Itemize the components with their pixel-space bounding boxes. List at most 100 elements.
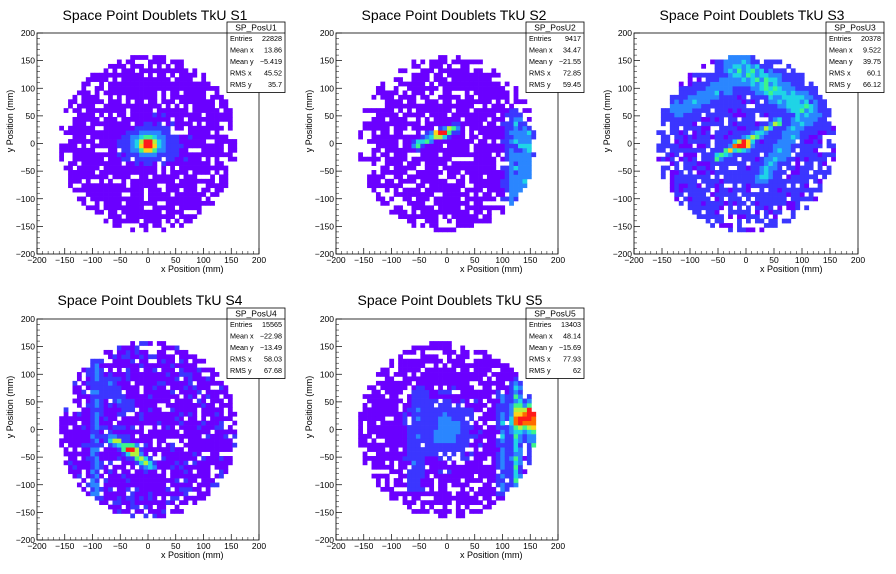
heatmap-bin — [513, 178, 519, 184]
heatmap-bin — [161, 425, 167, 430]
heatmap-bin — [768, 143, 774, 149]
heatmap-bin — [411, 394, 417, 399]
heatmap-bin — [148, 442, 153, 448]
heatmap-bin — [187, 174, 193, 180]
heatmap-bin — [179, 121, 184, 127]
heatmap-bin — [424, 398, 430, 404]
heatmap-bin — [478, 139, 483, 144]
heatmap-bin — [358, 442, 363, 448]
heatmap-bin — [108, 187, 113, 193]
heatmap-bin — [367, 174, 372, 180]
heatmap-bin — [411, 363, 417, 368]
heatmap-bin — [165, 121, 171, 127]
heatmap-bin — [223, 170, 229, 175]
heatmap-bin — [482, 214, 488, 219]
heatmap-bin — [696, 170, 702, 175]
heatmap-bin — [125, 59, 131, 65]
heatmap-bin — [723, 165, 729, 171]
heatmap-bin — [81, 130, 87, 136]
heatmap-bin — [375, 456, 381, 461]
heatmap-bin — [509, 187, 514, 193]
heatmap-bin — [451, 86, 457, 91]
heatmap-bin — [116, 103, 122, 109]
heatmap-bin — [161, 68, 167, 74]
heatmap-bin — [719, 200, 724, 206]
heatmap-bin — [723, 187, 729, 193]
heatmap-bin — [125, 349, 131, 355]
heatmap-bin — [790, 112, 796, 118]
heatmap-bin — [411, 139, 417, 144]
heatmap-bin — [148, 209, 153, 215]
heatmap-bin — [81, 112, 87, 118]
heatmap-bin — [223, 99, 229, 105]
heatmap-bin — [81, 147, 87, 153]
heatmap-bin — [389, 407, 395, 413]
heatmap-bin — [116, 214, 122, 219]
heatmap-bin — [112, 196, 118, 202]
heatmap-bin — [429, 218, 435, 224]
heatmap-bin — [469, 86, 474, 91]
heatmap-bin — [152, 398, 158, 404]
heatmap-bin — [384, 112, 390, 118]
heatmap-bin — [495, 116, 501, 122]
heatmap-bin — [415, 205, 421, 211]
heatmap-bin — [442, 205, 448, 211]
heatmap-bin — [156, 358, 162, 364]
heatmap-bin — [130, 90, 136, 96]
heatmap-bin — [143, 398, 149, 404]
heatmap-bin — [763, 103, 769, 109]
heatmap-bin — [781, 77, 787, 82]
stats-box-name: SP_PosU1 — [235, 23, 277, 33]
heatmap-bin — [504, 81, 510, 87]
heatmap-bin — [121, 495, 127, 501]
heatmap-bin — [85, 147, 91, 153]
heatmap-bin — [375, 372, 381, 377]
heatmap-bin — [687, 116, 693, 122]
heatmap-bin — [478, 218, 483, 224]
heatmap-bin — [116, 63, 122, 69]
heatmap-bin — [429, 59, 435, 65]
heatmap-bin — [504, 170, 510, 175]
heatmap-bin — [398, 411, 403, 417]
heatmap-bin — [367, 420, 372, 426]
heatmap-bin — [455, 161, 461, 166]
heatmap-bin — [90, 156, 96, 162]
heatmap-bin — [407, 504, 412, 510]
y-axis-label: y Position (mm) — [5, 90, 15, 153]
heatmap-bin — [165, 125, 171, 131]
heatmap-bin — [99, 380, 104, 386]
heatmap-bin — [196, 200, 202, 206]
heatmap-bin — [152, 200, 158, 206]
heatmap-bin — [121, 81, 127, 87]
heatmap-bin — [398, 451, 403, 457]
heatmap-bin — [746, 139, 751, 144]
heatmap-bin — [402, 416, 408, 422]
heatmap-bin — [500, 94, 506, 100]
heatmap-bin — [786, 205, 792, 211]
heatmap-bin — [63, 433, 69, 439]
heatmap-bin — [384, 473, 390, 479]
heatmap-bin — [210, 420, 215, 426]
heatmap-bin — [826, 143, 832, 149]
heatmap-bin — [183, 433, 189, 439]
heatmap-bin — [389, 394, 395, 399]
heatmap-bin — [380, 416, 386, 422]
heatmap-bin — [415, 482, 421, 488]
heatmap-bin — [407, 398, 412, 404]
heatmap-bin — [719, 94, 724, 100]
heatmap-bin — [509, 174, 514, 180]
heatmap-bin — [420, 147, 426, 153]
heatmap-bin — [464, 63, 470, 69]
heatmap-bin — [112, 192, 118, 197]
heatmap-bin — [710, 77, 715, 82]
heatmap-bin — [407, 491, 412, 497]
heatmap-bin — [398, 147, 403, 153]
heatmap-bin — [205, 429, 211, 435]
heatmap-bin — [201, 394, 207, 399]
heatmap-bin — [763, 121, 769, 127]
heatmap-bin — [130, 491, 136, 497]
heatmap-bin — [367, 385, 372, 391]
heatmap-bin — [201, 139, 207, 144]
y-tick-label: 200 — [320, 28, 334, 38]
heatmap-bin — [429, 108, 435, 113]
